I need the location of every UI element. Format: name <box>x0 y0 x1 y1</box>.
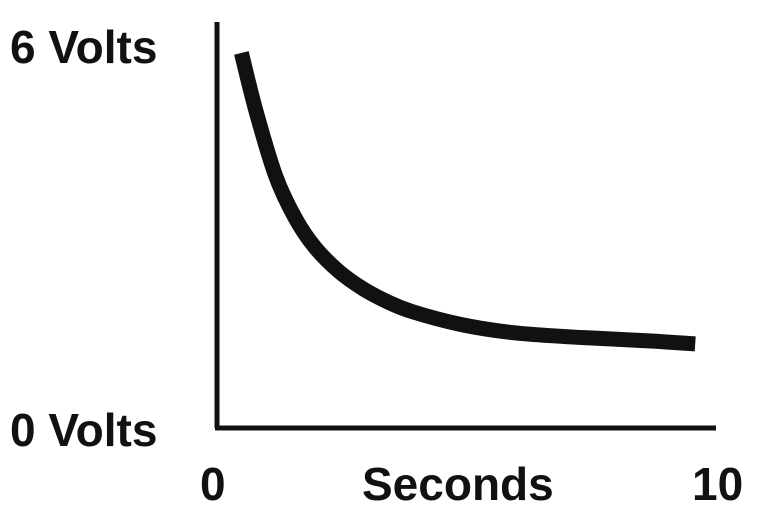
x-axis-label: Seconds <box>362 458 554 505</box>
x-tick-label-max: 10 <box>692 458 743 505</box>
x-tick-label-min: 0 <box>200 458 226 505</box>
y-tick-labels: 6 Volts 0 Volts <box>10 21 157 456</box>
y-tick-label-min: 0 Volts <box>10 404 157 456</box>
y-tick-label-max: 6 Volts <box>10 21 157 73</box>
series-layer <box>234 51 696 352</box>
series-line-0 <box>234 51 696 352</box>
x-tick-labels: 0 Seconds 10 <box>200 458 743 505</box>
axes <box>214 22 716 431</box>
